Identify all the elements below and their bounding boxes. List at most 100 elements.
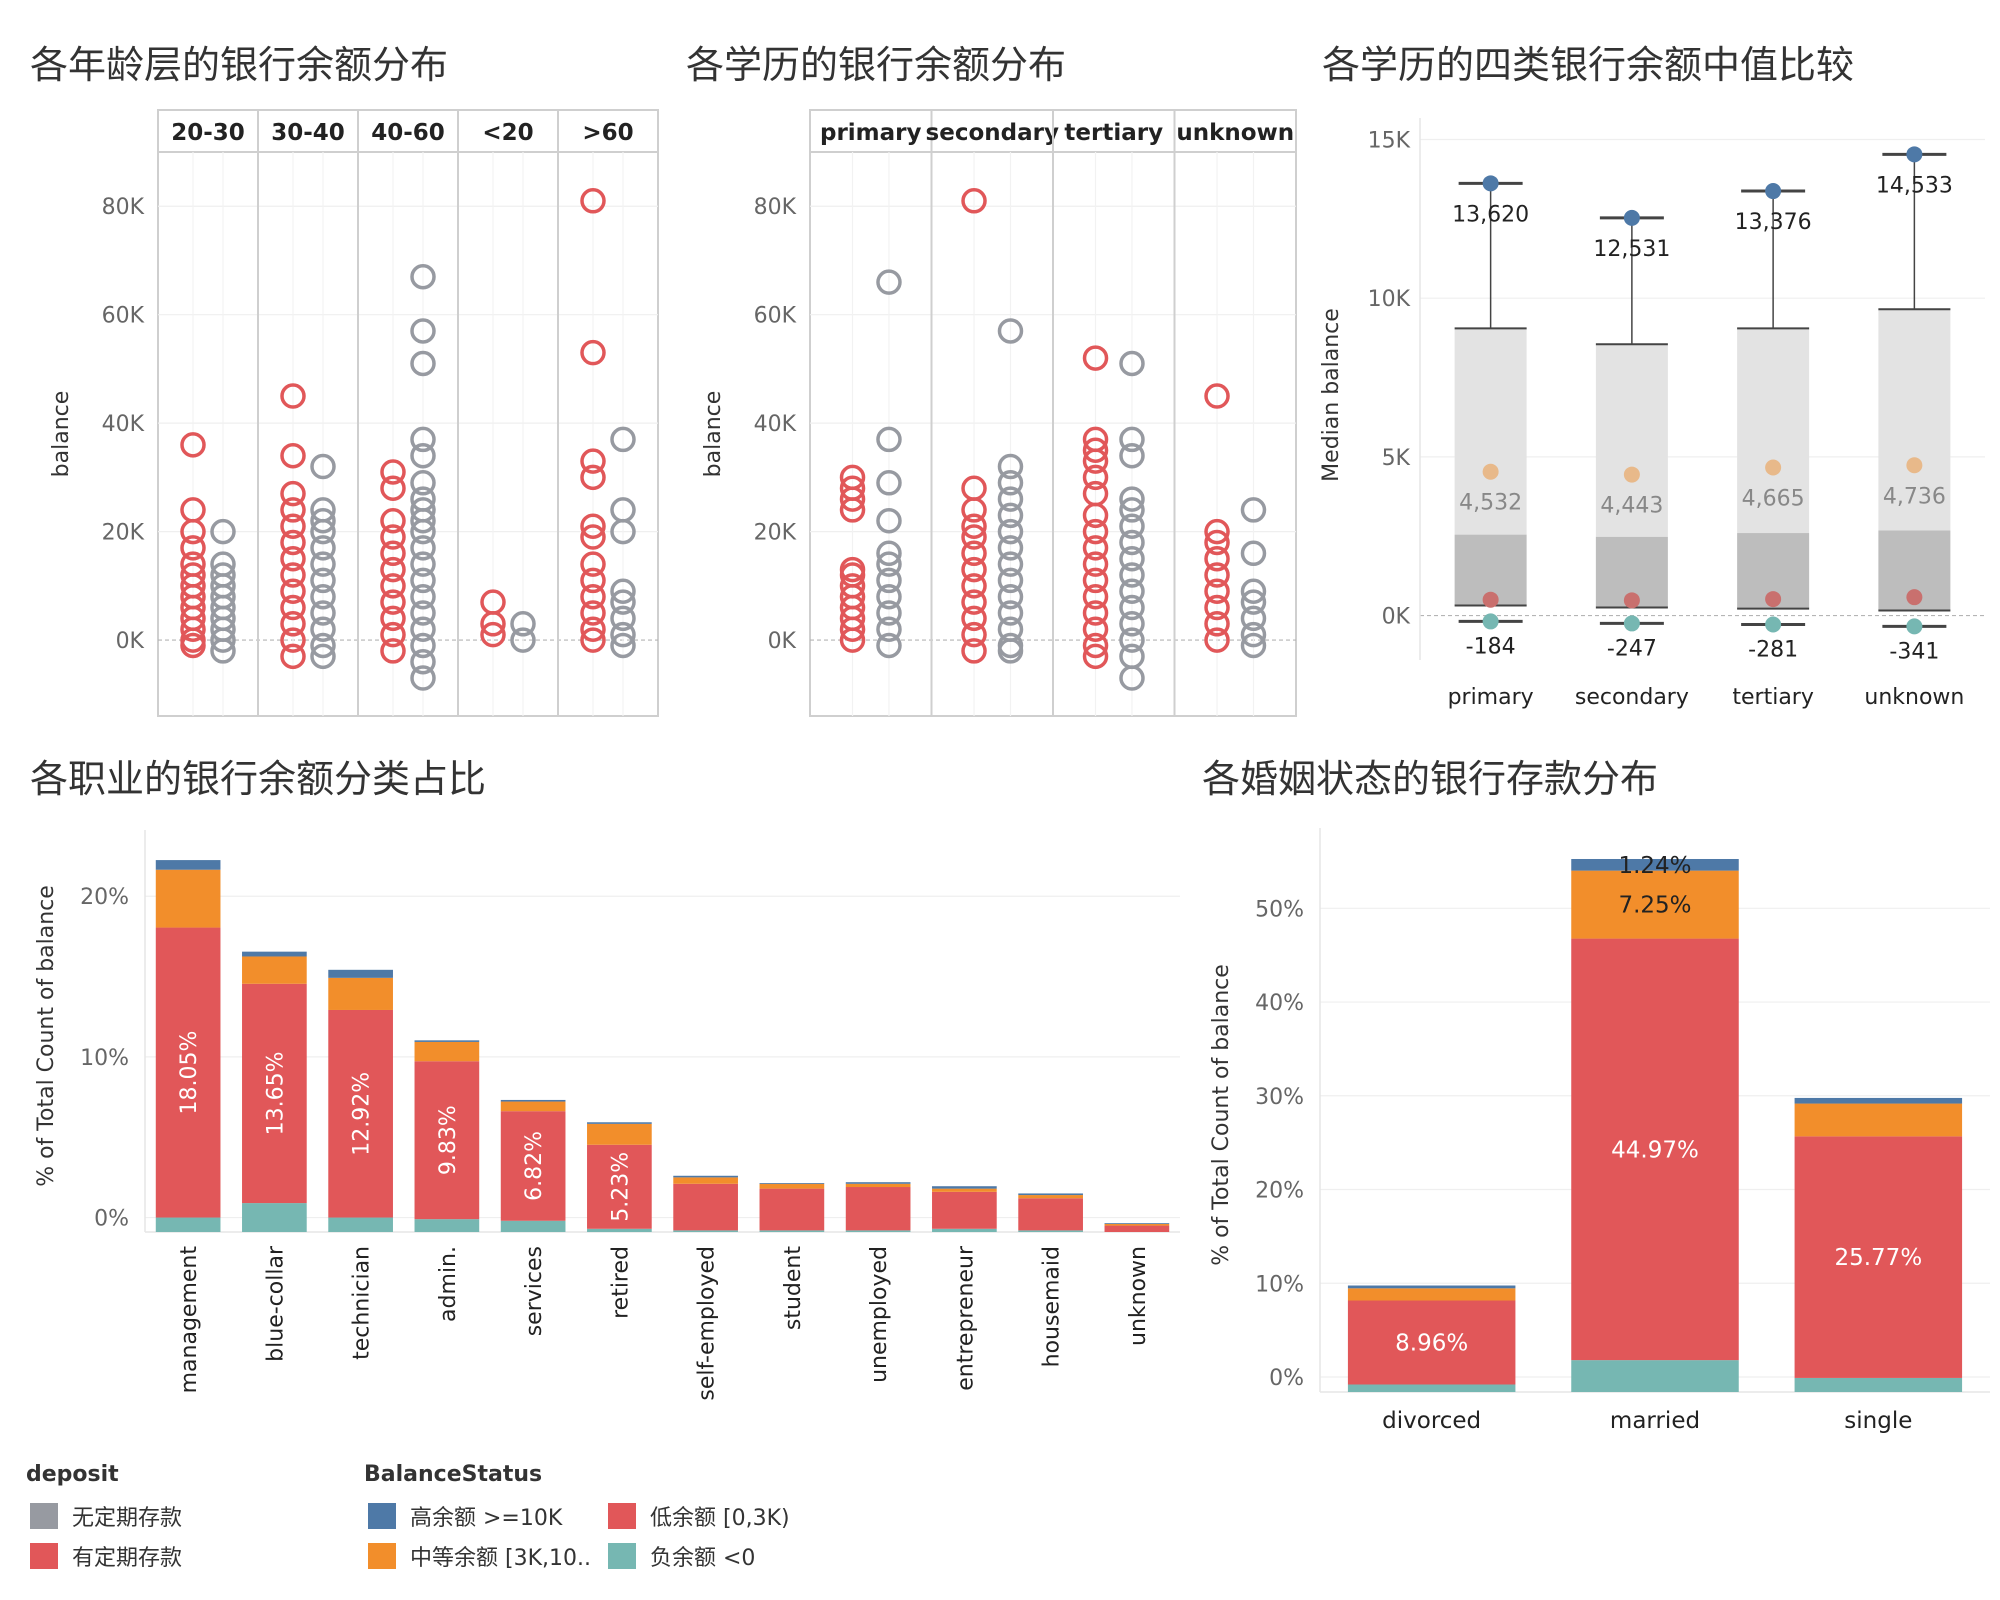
scatter-point-age-deposit (580, 188, 606, 214)
scatter-point-edu-no-deposit (1240, 497, 1267, 523)
scatter-point-edu-no-deposit (997, 583, 1024, 610)
min-label-unknown: -341 (1889, 639, 1939, 664)
scatter-point-age-deposit (380, 540, 406, 567)
min-label-tertiary: -281 (1748, 637, 1798, 662)
legend-label-deposit: 有定期存款 (72, 1546, 183, 1571)
x-tick-label-job: unknown (1126, 1246, 1151, 1346)
x-tick-label-job: blue-collar (263, 1245, 288, 1362)
bar-segment-negative-student (759, 1230, 825, 1232)
low-point-unknown (1906, 589, 1923, 606)
chart-title-box: 各学历的四类银行余额中值比较 (1322, 43, 1854, 87)
bar-segment-negative-blue-collar (242, 1203, 307, 1232)
scatter-point-edu-deposit (961, 556, 987, 583)
scatter-point-edu-no-deposit (1119, 350, 1145, 377)
scatter-point-edu-deposit (1204, 518, 1230, 545)
bar-segment-negative-entrepreneur (932, 1228, 997, 1232)
median-point-unknown (1906, 457, 1923, 474)
bar-segment-medium-admin. (414, 1041, 480, 1062)
legend-item-high[interactable]: 高余额 >=10K (368, 1500, 562, 1532)
median-label-secondary: 4,443 (1600, 494, 1663, 519)
bar-segment-medium-married (1571, 870, 1739, 939)
y-tick-label-box: 5K (1382, 446, 1411, 471)
scatter-point-age-deposit (180, 518, 206, 545)
scatter-point-age-no-deposit (410, 350, 436, 377)
scatter-point-age-no-deposit (310, 567, 336, 594)
y-tick-label-job: 10% (80, 1046, 129, 1071)
scatter-point-age-no-deposit (410, 442, 436, 469)
max-point-tertiary (1765, 183, 1782, 200)
scatter-point-age-deposit (480, 611, 506, 637)
legend-item-deposit[interactable]: 有定期存款 (30, 1540, 182, 1572)
scatter-point-age-no-deposit (310, 551, 336, 577)
legend-item-no-deposit[interactable]: 无定期存款 (30, 1500, 182, 1532)
scatter-point-age-no-deposit (610, 621, 636, 648)
x-tick-label-box: secondary (1575, 685, 1689, 710)
bar-segment-low-retired (587, 1144, 652, 1229)
scatter-point-edu-deposit (1082, 464, 1109, 491)
bar-label-services: 6.82% (522, 1131, 547, 1201)
scatter-point-edu-no-deposit (1119, 529, 1145, 556)
y-axis-label-job: % of Total Count of balance (34, 885, 59, 1187)
scatter-point-age-deposit (280, 442, 306, 469)
scatter-point-edu-deposit (961, 524, 987, 550)
median-point-secondary (1623, 466, 1640, 483)
x-tick-label-marital: divorced (1382, 1408, 1481, 1434)
y-axis-label-age: balance (49, 391, 74, 478)
bar-segment-low-services (500, 1111, 566, 1221)
scatter-point-edu-deposit (1204, 529, 1230, 556)
scatter-point-age-deposit (580, 513, 606, 539)
max-point-secondary (1623, 209, 1640, 226)
bar-label-management: 18.05% (177, 1031, 202, 1115)
x-tick-label-job: unemployed (867, 1246, 892, 1383)
scatter-point-age-deposit (580, 551, 606, 577)
legend-swatch-no-deposit (30, 1503, 58, 1529)
scatter-point-edu-no-deposit (1119, 486, 1145, 512)
scatter-point-age-no-deposit (310, 583, 336, 610)
median-label-unknown: 4,736 (1883, 484, 1946, 509)
scatter-point-edu-no-deposit (1119, 442, 1145, 469)
bar-segment-low-student (759, 1188, 825, 1231)
legend-item-negative[interactable]: 负余额 <0 (608, 1540, 755, 1572)
scatter-point-age-no-deposit (610, 426, 636, 453)
y-tick-label-job: 0% (94, 1207, 129, 1232)
scatter-point-age-no-deposit (410, 632, 436, 659)
legend-title-balancestatus: BalanceStatus (364, 1462, 543, 1487)
low-point-tertiary (1765, 591, 1782, 608)
scatter-point-edu-deposit (961, 573, 987, 599)
bar-segment-low-housemaid (1018, 1198, 1083, 1231)
scatter-point-edu-no-deposit (1119, 611, 1145, 637)
legend-item-low[interactable]: 低余额 [0,3K) (608, 1500, 790, 1532)
bar-label-medium-married: 7.25% (1618, 893, 1691, 919)
y-tick-label-age: 80K (102, 195, 145, 220)
legend-item-medium[interactable]: 中等余额 [3K,10.. (368, 1540, 591, 1572)
x-tick-label-job: self-employed (695, 1246, 720, 1401)
scatter-point-edu-no-deposit (876, 426, 902, 453)
bar-segment-medium-unknown (1104, 1223, 1170, 1226)
bar-segment-medium-entrepreneur (932, 1188, 997, 1192)
scatter-point-age-deposit (280, 562, 306, 588)
bar-segment-medium-student (759, 1183, 825, 1189)
bar-segment-low-entrepreneur (932, 1191, 997, 1229)
legend-title-deposit: deposit (26, 1462, 119, 1487)
scatter-point-edu-deposit (1082, 502, 1109, 529)
scatter-point-edu-no-deposit (997, 318, 1024, 344)
bar-segment-negative-self-employed (673, 1230, 738, 1232)
bar-segment-negative-divorced (1347, 1384, 1516, 1392)
scatter-point-age-no-deposit (410, 616, 436, 642)
max-label-primary: 13,620 (1452, 202, 1529, 227)
scatter-point-age-deposit (580, 448, 606, 474)
scatter-point-age-no-deposit (410, 665, 436, 691)
scatter-point-age-no-deposit (210, 627, 236, 653)
scatter-point-age-no-deposit (310, 643, 336, 670)
scatter-point-age-deposit (580, 464, 606, 491)
scatter-point-edu-deposit (1204, 545, 1230, 572)
scatter-point-age-deposit (580, 627, 606, 653)
legend-swatch-negative (608, 1543, 636, 1569)
y-tick-label-box: 0K (1382, 605, 1411, 630)
scatter-point-edu-no-deposit (876, 551, 902, 577)
scatter-point-age-no-deposit (410, 470, 436, 496)
scatter-point-age-deposit (580, 567, 606, 594)
scatter-point-age-no-deposit (410, 508, 436, 534)
scatter-point-edu-no-deposit (1119, 627, 1145, 653)
scatter-point-age-deposit (380, 556, 406, 583)
